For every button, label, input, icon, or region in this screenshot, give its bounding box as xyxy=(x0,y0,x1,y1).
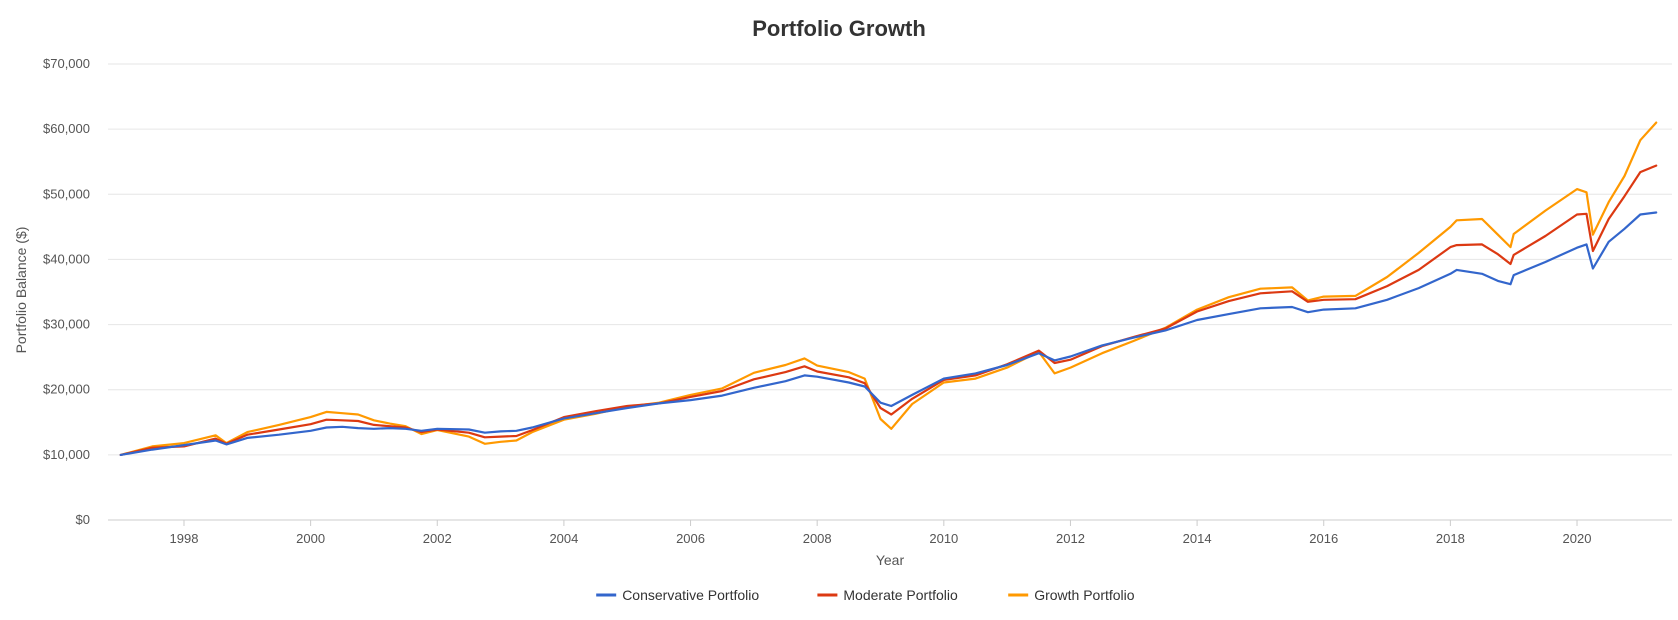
y-tick-label: $60,000 xyxy=(43,121,90,136)
legend-label: Growth Portfolio xyxy=(1034,587,1135,603)
y-tick-label: $50,000 xyxy=(43,186,90,201)
chart-title: Portfolio Growth xyxy=(752,16,926,41)
series-line-conservative-portfolio xyxy=(119,211,1658,456)
y-tick-label: $0 xyxy=(76,512,90,527)
series-line-growth-portfolio xyxy=(119,121,1658,456)
legend-item-moderate-portfolio[interactable]: Moderate Portfolio xyxy=(817,587,958,603)
gridlines xyxy=(108,63,1672,521)
legend-label: Conservative Portfolio xyxy=(622,587,759,603)
legend: Conservative Portfolio Moderate Portfolio… xyxy=(596,587,1135,603)
y-tick-label: $30,000 xyxy=(43,317,90,332)
legend-label: Moderate Portfolio xyxy=(843,587,958,603)
x-tick-label: 2000 xyxy=(296,531,325,546)
legend-item-growth-portfolio[interactable]: Growth Portfolio xyxy=(1008,587,1135,603)
y-axis-ticks: $0 $10,000 $20,000 $30,000 $40,000 $50,000 $60… xyxy=(43,56,90,527)
x-axis-ticks: 1998 2000 2002 2004 2006 2008 2010 2012 2014 2016… xyxy=(170,520,1592,546)
x-tick-label: 2008 xyxy=(803,531,832,546)
x-tick-label: 2012 xyxy=(1056,531,1085,546)
y-axis-label: Portfolio Balance ($) xyxy=(13,227,29,354)
x-tick-label: 2016 xyxy=(1309,531,1338,546)
legend-item-conservative-portfolio[interactable]: Conservative Portfolio xyxy=(596,587,759,603)
x-tick-label: 2018 xyxy=(1436,531,1465,546)
y-tick-label: $40,000 xyxy=(43,251,90,266)
y-tick-label: $70,000 xyxy=(43,56,90,71)
x-tick-label: 2020 xyxy=(1563,531,1592,546)
y-tick-label: $10,000 xyxy=(43,447,90,462)
series-line-moderate-portfolio xyxy=(119,164,1658,456)
x-tick-label: 2010 xyxy=(929,531,958,546)
series-lines xyxy=(119,121,1658,456)
x-tick-label: 2014 xyxy=(1183,531,1212,546)
x-tick-label: 2006 xyxy=(676,531,705,546)
x-tick-label: 2004 xyxy=(549,531,578,546)
x-tick-label: 2002 xyxy=(423,531,452,546)
x-tick-label: 1998 xyxy=(170,531,199,546)
y-tick-label: $20,000 xyxy=(43,382,90,397)
x-axis-label: Year xyxy=(876,552,905,568)
